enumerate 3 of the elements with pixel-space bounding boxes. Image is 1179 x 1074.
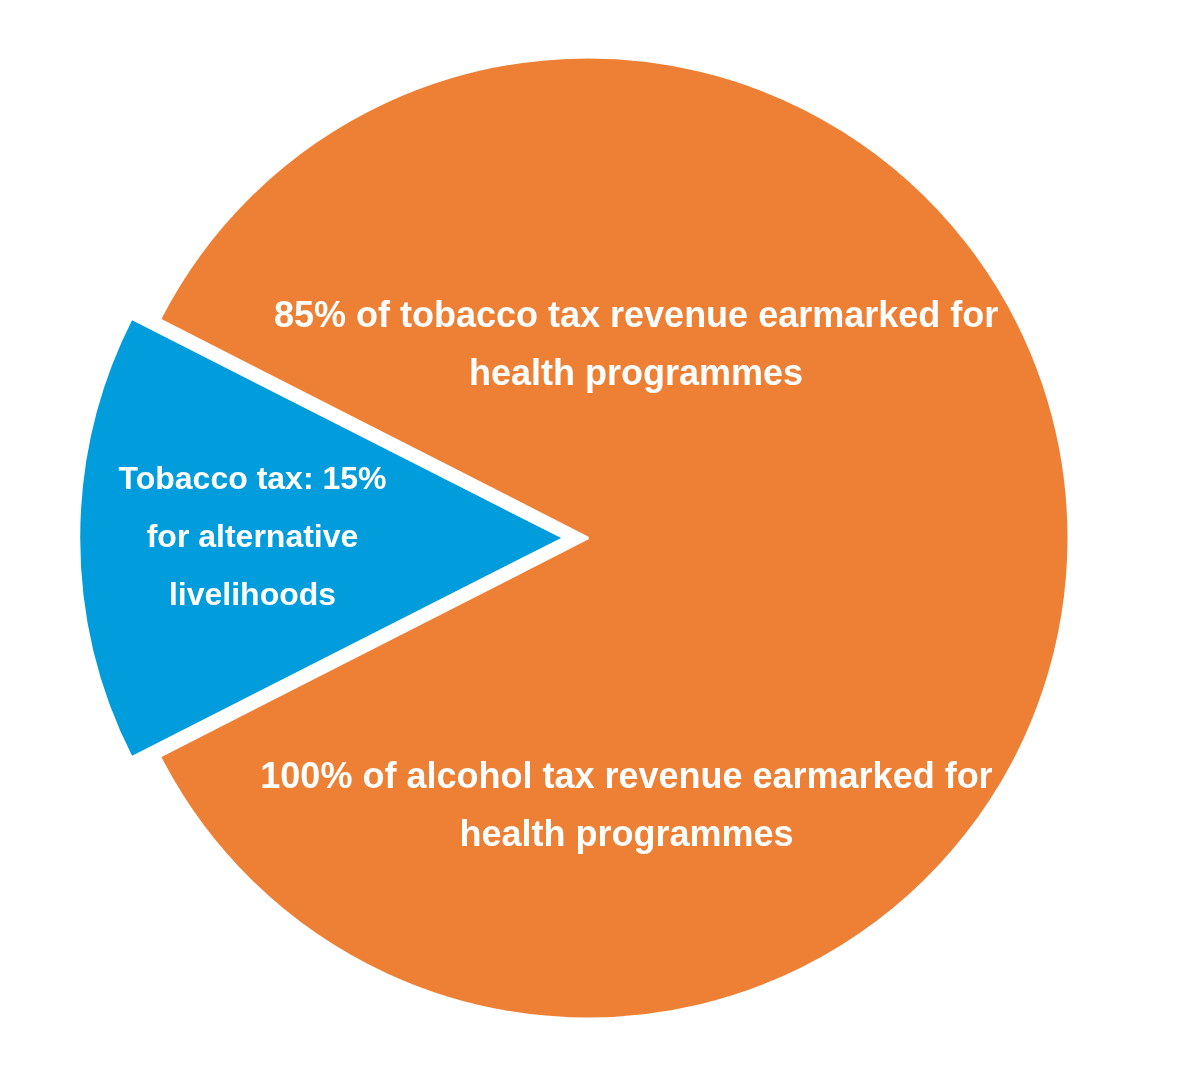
text: 100% of alcohol tax revenue earmarked for health programmes bbox=[260, 755, 993, 855]
slice-label: Tobacco tax: 15% for alternative livelihoods bbox=[118, 459, 387, 612]
slice-label: 85% of tobacco tax revenue earmarked for health programmes bbox=[273, 293, 999, 393]
